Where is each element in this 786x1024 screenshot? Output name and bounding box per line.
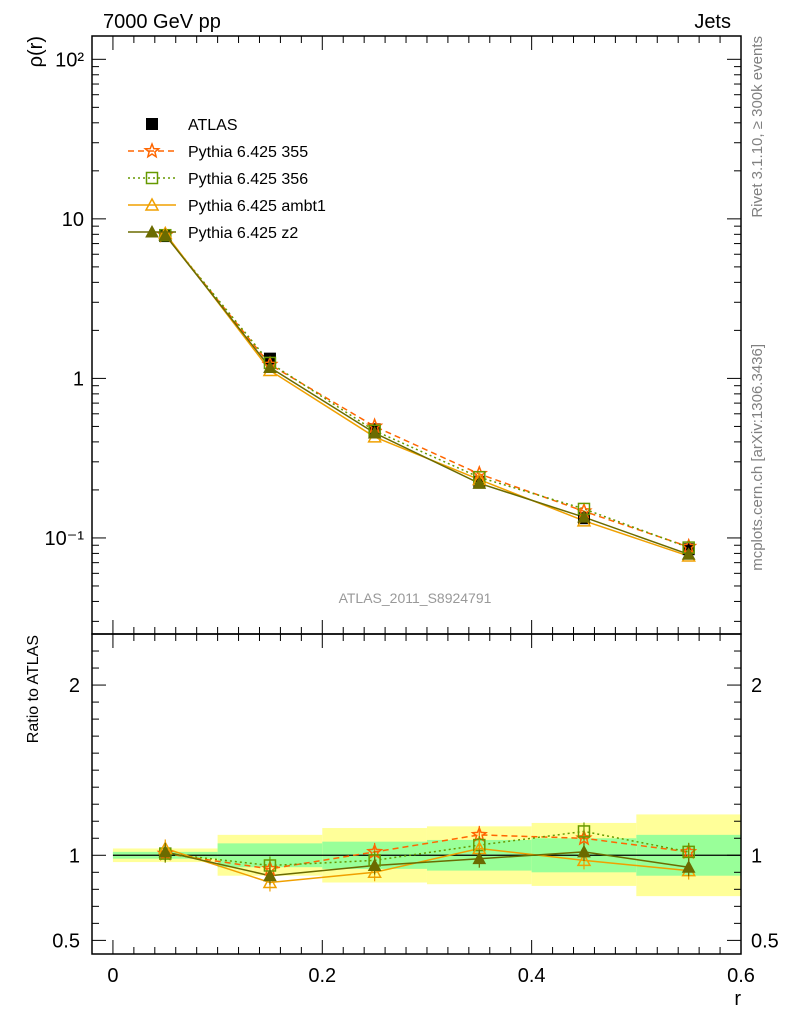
main-line-z2 <box>164 234 689 556</box>
legend-label-p356: Pythia 6.425 356 <box>188 171 308 188</box>
ratio-point-z2 <box>367 858 382 871</box>
legend-marker-p355 <box>143 141 161 159</box>
main-ytick-label: 10² <box>55 49 84 71</box>
ratio-point-z2 <box>158 844 173 858</box>
main-ytick-label: 1 <box>73 368 84 390</box>
main-line-p356 <box>164 234 689 549</box>
main-line-ambt1 <box>164 233 689 557</box>
ratio-point-ambt1 <box>367 864 382 879</box>
legend-marker-p356 <box>145 171 159 185</box>
header-right: Jets <box>694 11 731 33</box>
main-ytick-label: 10 <box>62 209 84 231</box>
ratio-point-p356 <box>577 825 591 838</box>
ratio-point-z2 <box>263 868 277 882</box>
ratio-ytick-label-right: 2 <box>751 675 762 697</box>
ratio-point-z2 <box>681 860 696 873</box>
ratio-ytick-label-left: 2 <box>69 675 80 697</box>
ratio-ytick-label-right: 1 <box>751 845 762 867</box>
ratio-ytick-label-left: 0.5 <box>52 930 80 952</box>
main-point-z2 <box>472 476 487 489</box>
main-point-z2 <box>367 425 382 439</box>
legend-marker-ambt1 <box>144 197 160 211</box>
main-point-z2 <box>577 510 591 523</box>
main-point-z2 <box>158 228 173 241</box>
legend-label-ambt1: Pythia 6.425 ambt1 <box>188 198 326 215</box>
ratio-point-ambt1 <box>262 874 278 889</box>
ratio-xtick-label: 0.2 <box>308 965 336 987</box>
ratio-xtick-label: 0.4 <box>518 965 546 987</box>
ratio-xtick-label: 0.6 <box>727 965 755 987</box>
main-line-p355 <box>164 234 689 548</box>
ratio-line-ambt1 <box>165 847 689 884</box>
legend-marker-z2 <box>145 224 159 238</box>
ratio-ylabel: Ratio to ATLAS <box>25 635 42 743</box>
legend-marker-atlas <box>146 118 158 130</box>
legend: ATLAS Pythia 6.425 355 Pythia 6.425 356 Pyt… <box>128 117 326 242</box>
ratio-panel: 0.5 0.5 1 1 2 2 0 0.2 0.4 0.6 <box>52 633 779 987</box>
ratio-point-ambt1 <box>576 852 592 867</box>
mcplots-label: mcplots.cern.ch [arXiv:1306.3436] <box>749 344 766 571</box>
ratio-point-p356 <box>682 845 695 859</box>
ratio-ytick-label-right: 0.5 <box>751 930 779 952</box>
analysis-watermark: ATLAS_2011_S8924791 <box>339 590 492 606</box>
ratio-line-p355 <box>165 834 689 870</box>
ratio-ytick-label-left: 1 <box>69 845 80 867</box>
main-point-z2 <box>681 547 696 560</box>
ratio-xtick-label: 0 <box>107 965 118 987</box>
main-point-z2 <box>263 360 277 374</box>
main-ytick-label: 10⁻¹ <box>45 528 85 550</box>
legend-label-p355: Pythia 6.425 355 <box>188 144 308 161</box>
x-axis-label: r <box>734 988 741 1010</box>
main-ylabel: ρ(r) <box>25 36 47 67</box>
rivet-label: Rivet 3.1.10, ≥ 300k events <box>749 36 766 218</box>
ratio-point-z2 <box>577 844 591 858</box>
legend-label-z2: Pythia 6.425 z2 <box>188 225 298 242</box>
ratio-point-z2 <box>472 851 487 865</box>
ratio-line-z2 <box>165 851 689 877</box>
ratio-frame <box>91 633 742 955</box>
header-left: 7000 GeV pp <box>103 11 221 33</box>
legend-label-atlas: ATLAS <box>188 117 238 134</box>
